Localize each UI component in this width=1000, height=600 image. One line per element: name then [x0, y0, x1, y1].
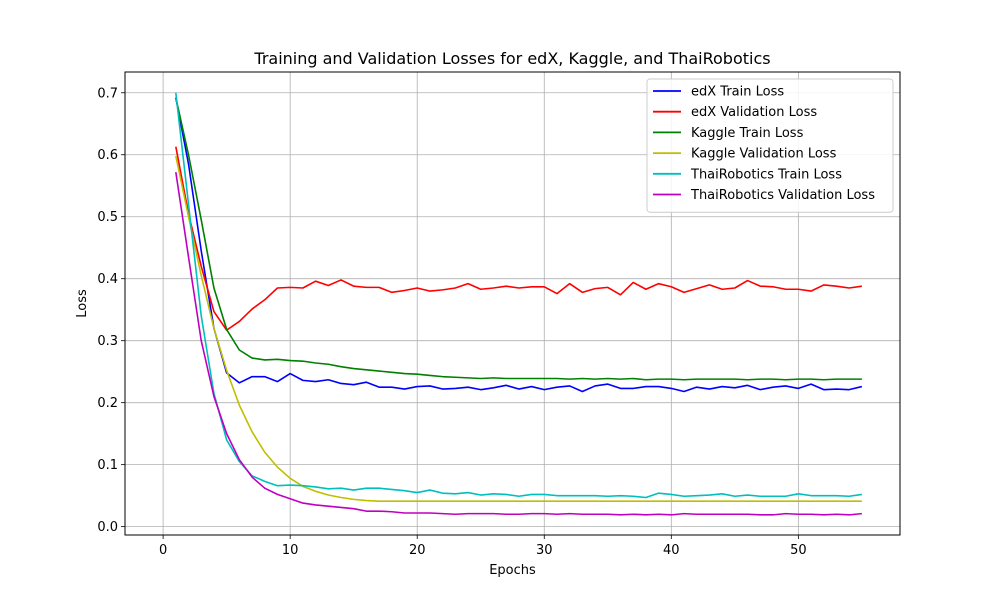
legend-label: edX Validation Loss [691, 105, 817, 120]
plot-frame [124, 71, 901, 536]
x-axis-ticks: 0 10 20 30 40 50 [159, 535, 807, 558]
legend-label: ThaiRobotics Train Loss [690, 167, 842, 182]
series-line-5 [175, 171, 862, 516]
y-axis-ticks: 0.0 0.1 0.2 0.3 0.4 0.5 0.6 0.7 [97, 86, 125, 535]
y-tick-label: 0.7 [97, 86, 118, 101]
y-tick-label: 0.1 [97, 458, 118, 473]
x-tick-label: 20 [409, 543, 426, 558]
legend-label: edX Train Loss [691, 85, 784, 100]
series-line-3 [175, 155, 862, 503]
series-line-0 [175, 97, 863, 393]
legend-label: Kaggle Train Loss [691, 126, 804, 141]
chart-title: Training and Validation Losses for edX, … [253, 49, 770, 68]
x-tick-label: 10 [282, 543, 299, 558]
y-axis-label: Loss [75, 289, 90, 318]
x-axis-label: Epochs [489, 563, 536, 578]
y-tick-label: 0.4 [97, 272, 118, 287]
legend-label: Kaggle Validation Loss [691, 147, 837, 162]
series-line-2 [175, 97, 862, 381]
series-lines [175, 92, 863, 516]
legend: edX Train Loss edX Validation Loss Kaggle … [646, 78, 894, 213]
legend-label: ThaiRobotics Validation Loss [690, 188, 875, 203]
x-tick-label: 30 [536, 543, 553, 558]
y-tick-label: 0.3 [97, 334, 118, 349]
x-tick-label: 50 [790, 543, 807, 558]
y-tick-label: 0.5 [97, 210, 118, 225]
series-line-4 [175, 92, 863, 499]
legend-box [646, 78, 894, 213]
x-tick-label: 40 [663, 543, 680, 558]
x-tick-label: 0 [159, 543, 167, 558]
series-line-1 [175, 146, 863, 331]
y-tick-label: 0.2 [97, 396, 118, 411]
y-tick-label: 0.0 [97, 520, 118, 535]
y-tick-label: 0.6 [97, 148, 118, 163]
